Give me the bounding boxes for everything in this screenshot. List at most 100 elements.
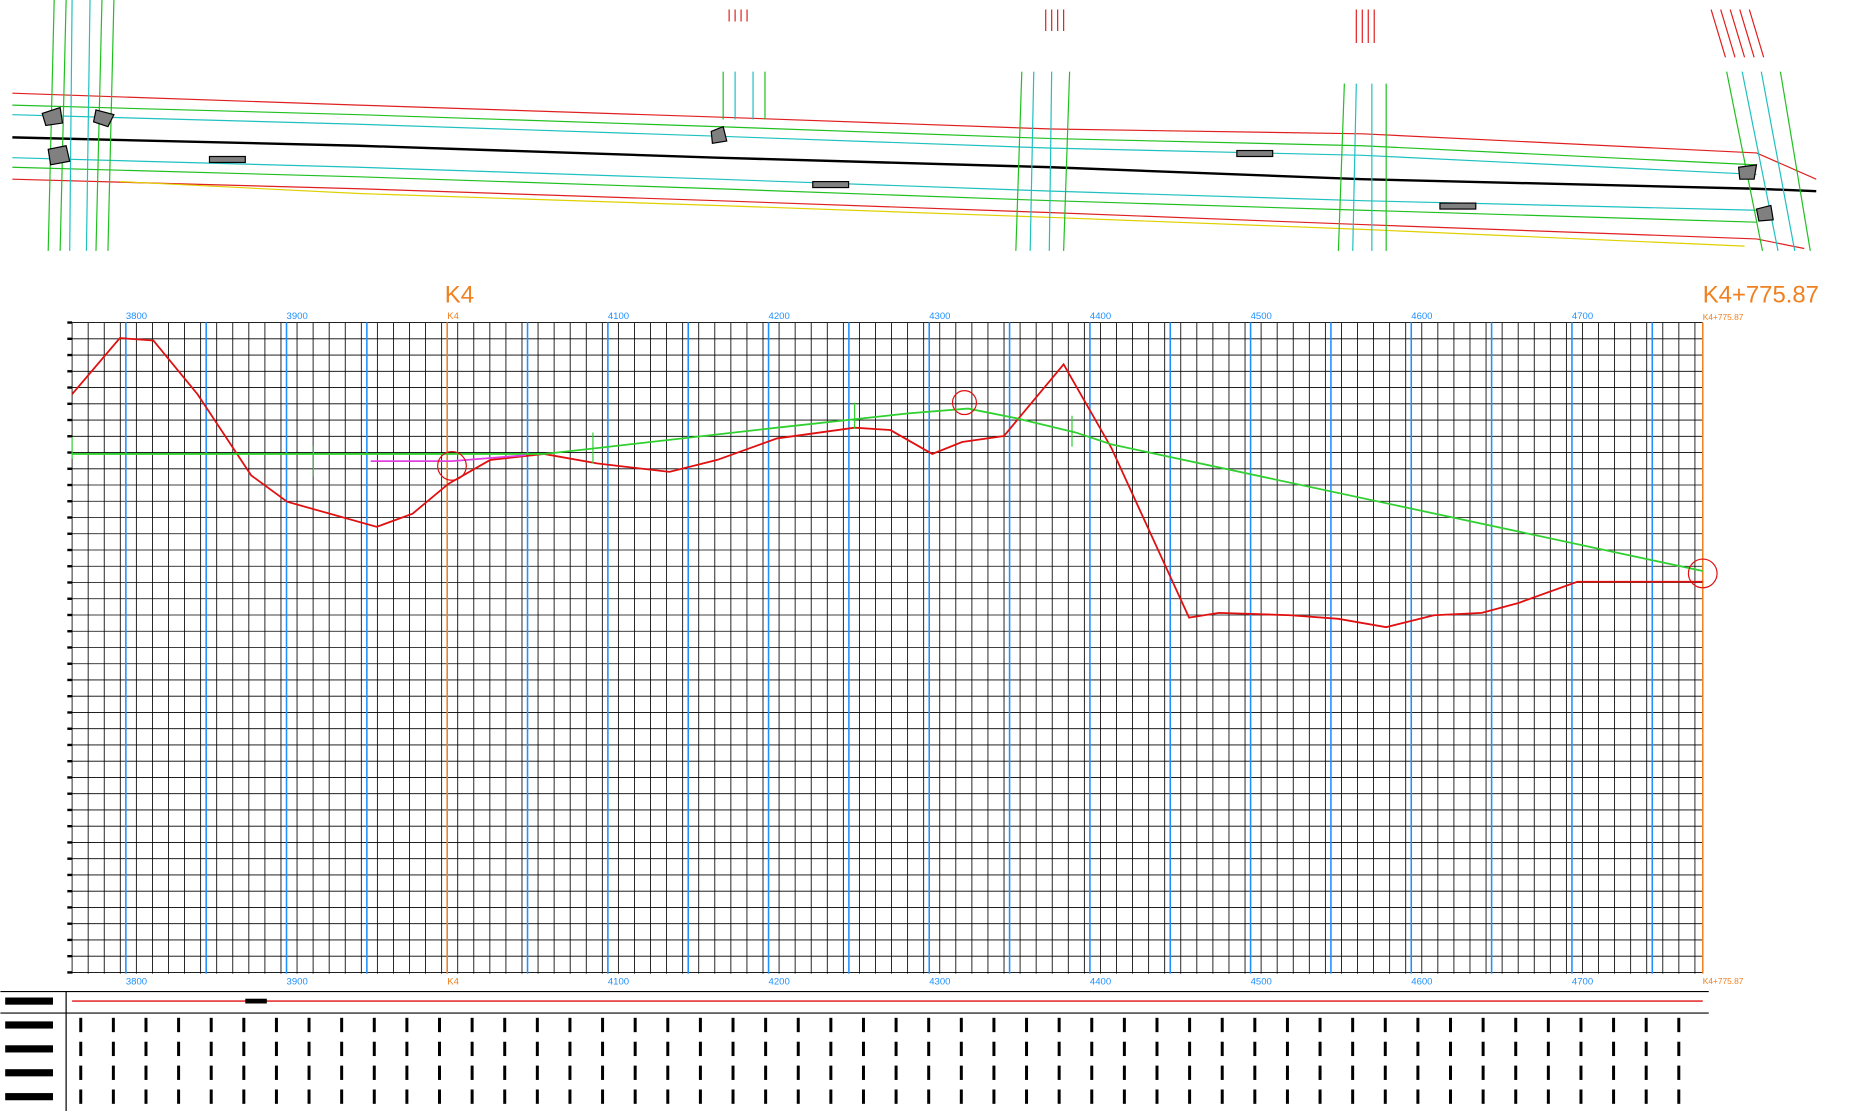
cell-value [373, 1066, 376, 1080]
cell-value [536, 1089, 539, 1103]
cell-value [927, 1089, 930, 1103]
cell-value [1286, 1066, 1289, 1080]
station-label: 4400 [1090, 311, 1111, 322]
cell-value [992, 1089, 995, 1103]
cell-value [177, 1066, 180, 1080]
cell-value [1612, 1042, 1615, 1056]
cell-value [927, 1042, 930, 1056]
station-label: 3900 [287, 311, 308, 322]
cell-value [732, 1042, 735, 1056]
row-label [5, 1021, 53, 1028]
cell-value [1677, 1042, 1680, 1056]
cell-value [895, 1042, 898, 1056]
cell-value [764, 1066, 767, 1080]
cell-value [112, 1066, 115, 1080]
ground-line [72, 338, 1703, 627]
cell-value [862, 1089, 865, 1103]
cell-value [895, 1018, 898, 1032]
cell-value [536, 1042, 539, 1056]
cell-value [1319, 1089, 1322, 1103]
cell-value [1253, 1018, 1256, 1032]
cell-value [405, 1042, 408, 1056]
station-label: K4+775.87 [1703, 312, 1744, 322]
cell-value [1221, 1066, 1224, 1080]
cell-value [112, 1018, 115, 1032]
cell-value [601, 1018, 604, 1032]
data-table [0, 992, 1708, 1111]
cell-value [568, 1042, 571, 1056]
cell-value [634, 1018, 637, 1032]
cell-value [601, 1042, 604, 1056]
cell-value [1645, 1018, 1648, 1032]
cell-value [992, 1018, 995, 1032]
cell-value [471, 1089, 474, 1103]
cell-value [960, 1089, 963, 1103]
cell-value [275, 1089, 278, 1103]
cell-value [1384, 1018, 1387, 1032]
cell-value [308, 1042, 311, 1056]
cell-value [275, 1018, 278, 1032]
cell-value [1090, 1089, 1093, 1103]
row-label [5, 1045, 53, 1052]
cell-value [1123, 1018, 1126, 1032]
road-edge [12, 93, 1816, 179]
cell-value [340, 1066, 343, 1080]
cell-value [1482, 1089, 1485, 1103]
cell-value [1123, 1042, 1126, 1056]
cell-value [1449, 1066, 1452, 1080]
cell-value [568, 1089, 571, 1103]
cell-value [797, 1089, 800, 1103]
cell-value [1514, 1018, 1517, 1032]
cell-value [862, 1066, 865, 1080]
cell-value [829, 1066, 832, 1080]
cell-value [242, 1042, 245, 1056]
cell-value [242, 1018, 245, 1032]
cell-value [177, 1042, 180, 1056]
cell-value [568, 1066, 571, 1080]
cell-value [112, 1042, 115, 1056]
cell-value [699, 1018, 702, 1032]
cell-value [438, 1042, 441, 1056]
cell-value [1579, 1018, 1582, 1032]
cell-value [666, 1066, 669, 1080]
cell-value [1090, 1066, 1093, 1080]
cell-value [1416, 1042, 1419, 1056]
cell-value [177, 1018, 180, 1032]
cell-value [438, 1066, 441, 1080]
cell-value [503, 1042, 506, 1056]
cell-value [1514, 1066, 1517, 1080]
cell-value [1677, 1089, 1680, 1103]
station-label: 4500 [1251, 311, 1272, 322]
cell-value [732, 1066, 735, 1080]
cell-value [666, 1018, 669, 1032]
station-label: 3900 [287, 976, 308, 987]
cell-value [568, 1018, 571, 1032]
station-label: 4600 [1411, 311, 1432, 322]
cross-road [70, 0, 90, 251]
station-label: 4200 [769, 976, 790, 987]
cell-value [210, 1042, 213, 1056]
cell-value [1547, 1089, 1550, 1103]
cell-value [308, 1066, 311, 1080]
median [209, 156, 245, 162]
cell-value [340, 1089, 343, 1103]
cross-road [1742, 72, 1795, 251]
cell-value [1123, 1066, 1126, 1080]
cell-value [699, 1089, 702, 1103]
cell-value [1319, 1066, 1322, 1080]
cell-value [112, 1089, 115, 1103]
cell-value [373, 1042, 376, 1056]
cell-value [210, 1018, 213, 1032]
cell-value [1514, 1042, 1517, 1056]
station-label: 4100 [608, 311, 629, 322]
cell-value [1384, 1066, 1387, 1080]
station-label: 3800 [126, 311, 147, 322]
island [711, 127, 727, 144]
station-label: 4500 [1251, 976, 1272, 987]
station-label: K4+775.87 [1703, 976, 1744, 986]
cell-value [340, 1042, 343, 1056]
cell-value [1155, 1042, 1158, 1056]
road-edge [12, 105, 1756, 165]
cell-value [699, 1066, 702, 1080]
cell-value [1482, 1042, 1485, 1056]
